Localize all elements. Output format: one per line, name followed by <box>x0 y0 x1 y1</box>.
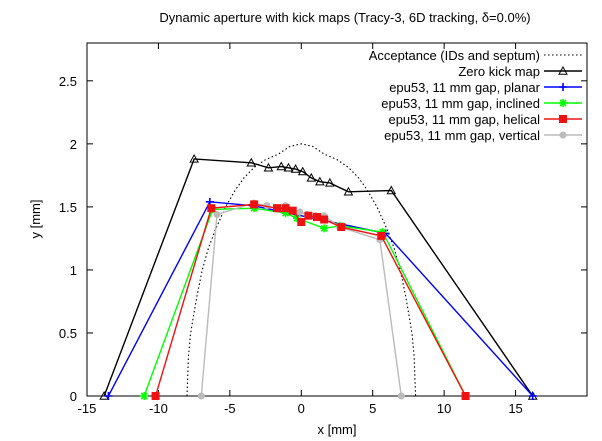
data-point <box>263 162 274 172</box>
legend-marker <box>559 115 567 123</box>
x-tick-label: 10 <box>437 401 451 416</box>
legend-marker <box>558 65 568 75</box>
legend-marker <box>559 83 567 91</box>
data-point <box>325 177 335 187</box>
legend-label: epu53, 11 mm gap, helical <box>388 112 540 127</box>
x-tick-label: -5 <box>224 401 236 416</box>
data-point <box>297 166 308 176</box>
data-point <box>213 210 221 218</box>
data-point <box>315 176 325 186</box>
data-point <box>207 204 216 213</box>
legend-entry: Acceptance (IDs and septum) <box>369 48 582 63</box>
series-layer <box>99 143 538 400</box>
x-tick-label: -15 <box>78 401 97 416</box>
x-tick-label: 5 <box>369 401 376 416</box>
data-point <box>296 208 304 216</box>
legend-label: epu53, 11 mm gap, vertical <box>384 128 540 143</box>
data-point <box>293 214 301 223</box>
legend-entry: epu53, 11 mm gap, vertical <box>384 128 582 143</box>
axis-ticks <box>86 43 587 397</box>
series-line <box>107 201 534 397</box>
data-point <box>140 392 149 400</box>
y-tick-label: 0 <box>70 389 77 404</box>
legend-label: Acceptance (IDs and septum) <box>369 48 540 63</box>
x-tick-label: 0 <box>298 401 305 416</box>
legend-entry: Zero kick map <box>458 64 582 79</box>
data-point <box>246 157 257 167</box>
data-point <box>397 392 405 400</box>
data-point <box>288 206 297 215</box>
legend: Acceptance (IDs and septum)Zero kick map… <box>369 48 582 143</box>
plot-frame <box>86 42 588 397</box>
chart-title: Dynamic aperture with kick maps (Tracy-3… <box>159 10 530 25</box>
series-4 <box>151 200 470 400</box>
series-line <box>186 143 417 397</box>
data-point <box>313 212 321 221</box>
data-point <box>151 392 160 400</box>
series-5 <box>197 199 405 400</box>
y-tick-label: 2.5 <box>59 74 77 89</box>
x-tick-label: -10 <box>149 401 168 416</box>
legend-marker <box>559 99 567 107</box>
tick-labels: -15 -10 -5 0 5 10 15 0 0.5 1 1.5 2 2.5 <box>59 74 523 416</box>
data-point <box>343 186 354 196</box>
legend-entry: epu53, 11 mm gap, helical <box>388 112 582 127</box>
legend-label: epu53, 11 mm gap, planar <box>389 80 540 95</box>
y-tick-label: 1.5 <box>59 200 77 215</box>
data-point <box>104 392 113 400</box>
data-point <box>461 392 470 400</box>
y-axis-label: y [mm] <box>28 200 43 239</box>
legend-label: Zero kick map <box>458 64 540 79</box>
x-tick-label: 15 <box>508 401 522 416</box>
data-point <box>320 224 329 233</box>
data-point <box>528 392 537 400</box>
y-tick-label: 1 <box>70 263 77 278</box>
data-point <box>281 209 290 218</box>
data-point <box>304 211 313 220</box>
data-point <box>250 200 259 209</box>
data-point <box>290 164 301 173</box>
series-line <box>103 158 534 397</box>
legend-label: epu53, 11 mm gap, inclined <box>381 96 540 111</box>
data-point <box>386 185 397 195</box>
data-point <box>377 231 386 240</box>
data-point <box>297 218 306 227</box>
series-0 <box>186 143 417 397</box>
legend-entry: epu53, 11 mm gap, planar <box>389 80 582 95</box>
data-point <box>283 162 294 172</box>
legend-entry: epu53, 11 mm gap, inclined <box>381 96 582 111</box>
data-point <box>281 204 290 213</box>
data-point <box>306 172 317 182</box>
data-point <box>189 153 199 163</box>
series-line <box>200 202 402 397</box>
y-tick-label: 2 <box>70 137 77 152</box>
data-point <box>337 223 346 232</box>
y-tick-label: 0.5 <box>59 326 77 341</box>
data-point <box>273 204 281 213</box>
data-point <box>197 392 205 400</box>
data-point <box>320 215 329 224</box>
series-line <box>154 203 467 397</box>
series-1 <box>99 153 538 400</box>
legend-marker <box>559 131 567 139</box>
data-point <box>276 161 287 171</box>
x-axis-label: x [mm] <box>318 422 357 437</box>
